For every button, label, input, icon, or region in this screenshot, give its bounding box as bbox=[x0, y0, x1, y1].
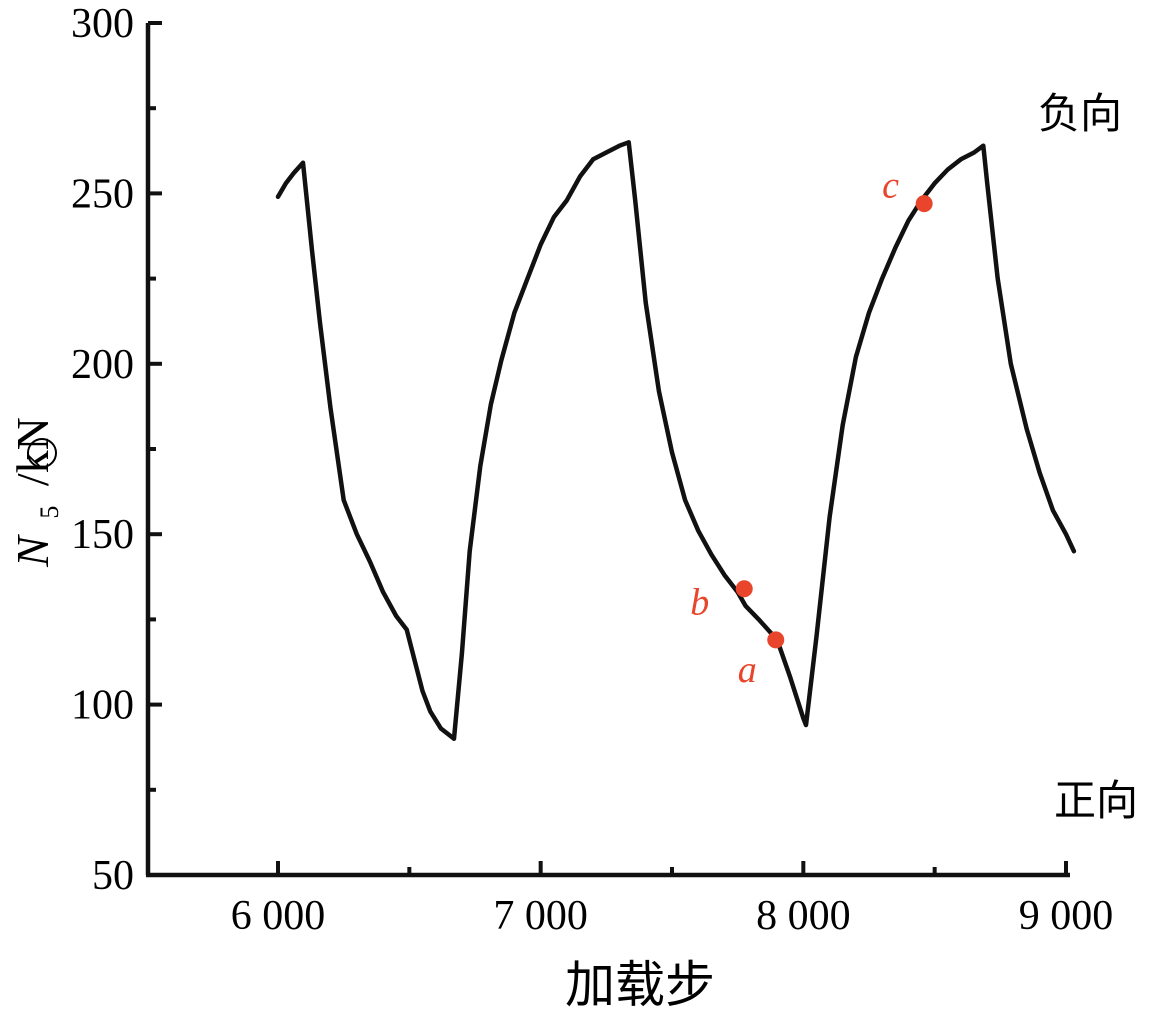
series-line bbox=[275, 140, 1077, 741]
y-tick-label: 100 bbox=[71, 683, 134, 729]
point-b bbox=[735, 580, 753, 598]
y-axis-symbol: N bbox=[7, 534, 58, 568]
y-tick-label: 200 bbox=[71, 342, 134, 388]
point-a bbox=[767, 631, 785, 649]
highlight-points: ab c bbox=[690, 165, 933, 691]
point-label-c: c bbox=[882, 165, 899, 207]
x-tick-label: 8 000 bbox=[756, 893, 851, 939]
y-axis-subscript-circle bbox=[27, 438, 57, 468]
y-tick-label: 300 bbox=[71, 1, 134, 47]
point-label-b: b bbox=[690, 582, 709, 624]
x-tick-label: 9 000 bbox=[1019, 893, 1114, 939]
ticks: 50 100 150 200 250 300 6 000 7 000 8 000 9 000 bbox=[71, 1, 1113, 939]
x-tick-label: 7 000 bbox=[493, 893, 588, 939]
y-axis-subscript: 5 bbox=[35, 506, 64, 519]
svg-text:N 5 /kN: N 5 /kN bbox=[7, 417, 68, 568]
point-label-a: a bbox=[738, 649, 757, 691]
annotation-positive-direction: 正向 bbox=[1054, 776, 1138, 825]
y-tick-label: 150 bbox=[71, 512, 134, 558]
point-c bbox=[915, 195, 933, 213]
y-axis-title: N 5 /kN bbox=[7, 417, 68, 568]
x-axis-title: 加载步 bbox=[565, 956, 715, 1014]
annotation-negative-direction: 负向 bbox=[1038, 89, 1122, 138]
y-axis-unit: /kN bbox=[7, 417, 58, 486]
y-tick-label: 50 bbox=[92, 853, 134, 899]
x-tick-label: 6 000 bbox=[231, 893, 326, 939]
y-tick-label: 250 bbox=[71, 171, 134, 217]
